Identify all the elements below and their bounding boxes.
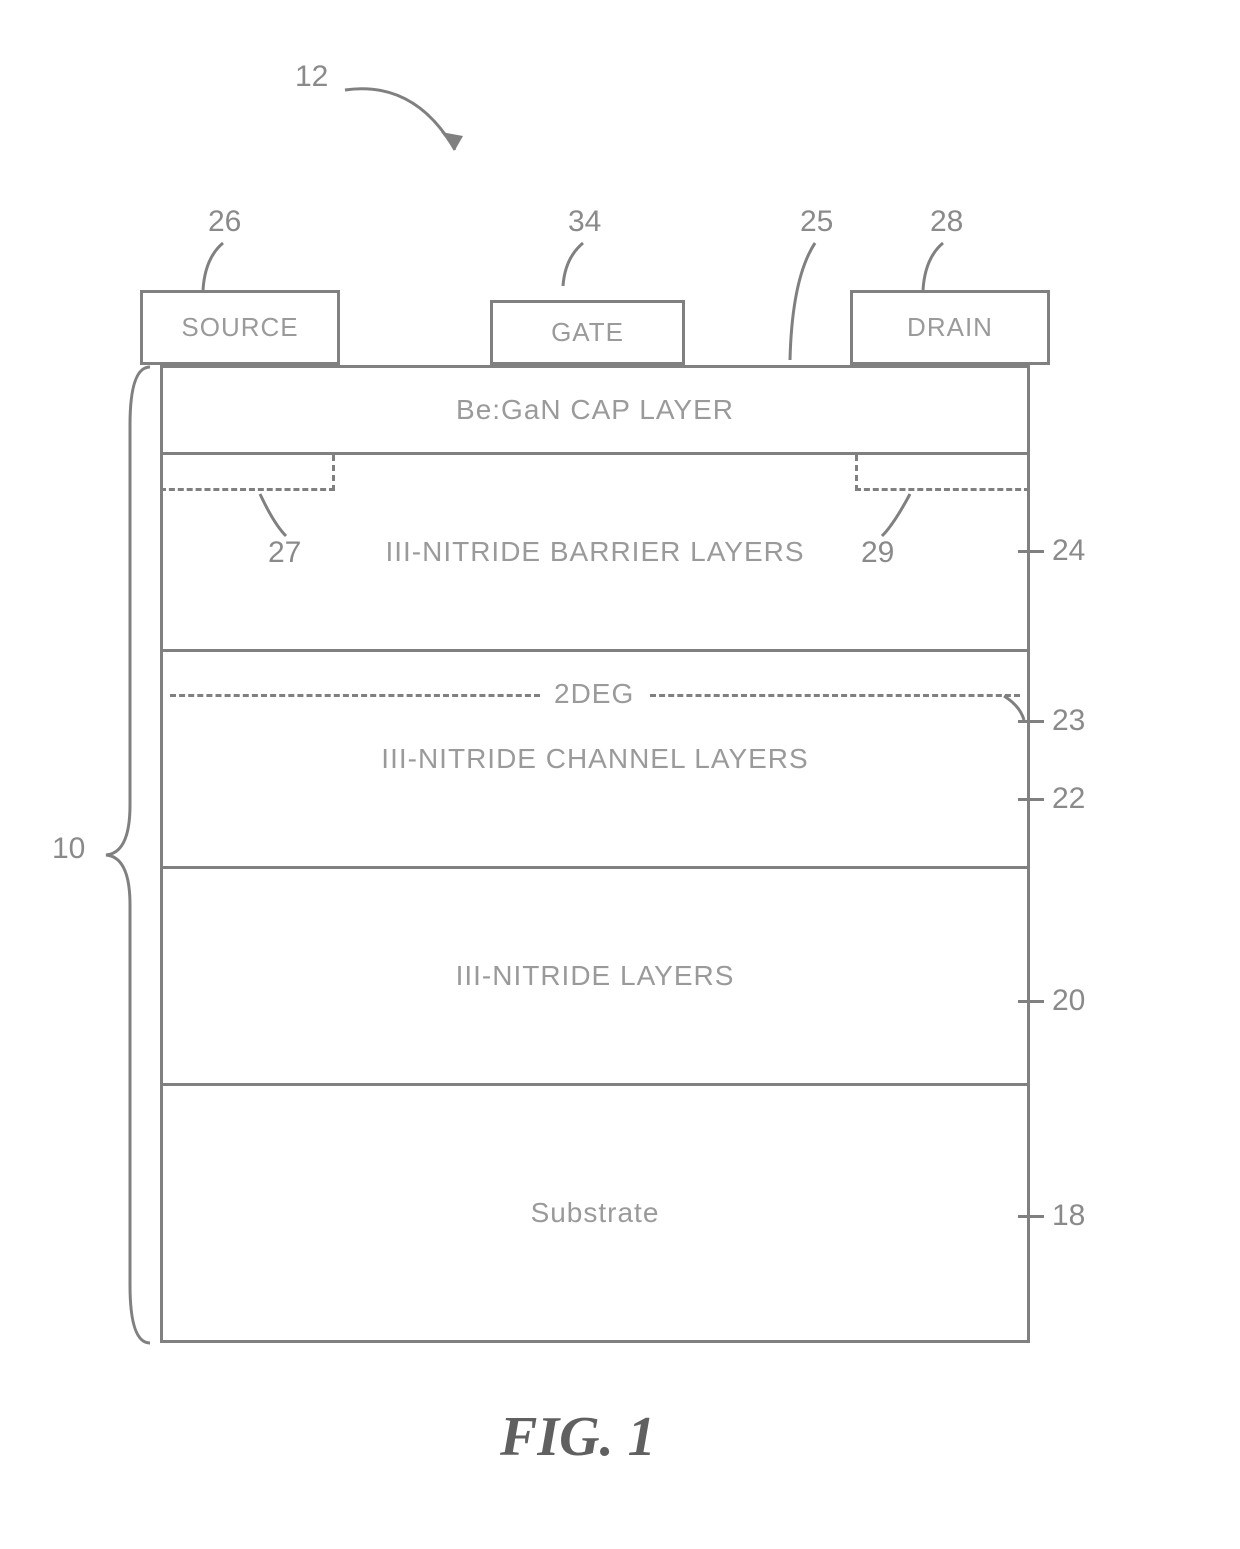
source-well bbox=[160, 455, 335, 491]
leader-34 bbox=[555, 238, 605, 293]
tick-22 bbox=[1018, 798, 1044, 801]
source-label: SOURCE bbox=[181, 312, 298, 343]
tick-18 bbox=[1018, 1215, 1044, 1218]
ref-12: 12 bbox=[295, 60, 328, 94]
gate-label: GATE bbox=[551, 317, 624, 348]
cap-layer: Be:GaN CAP LAYER bbox=[160, 365, 1030, 455]
ref-34: 34 bbox=[568, 205, 601, 239]
tick-20 bbox=[1018, 1000, 1044, 1003]
cap-label: Be:GaN CAP LAYER bbox=[456, 394, 734, 426]
ref-25: 25 bbox=[800, 205, 833, 239]
figure-label: FIG. 1 bbox=[500, 1405, 656, 1469]
channel-label: III-NITRIDE CHANNEL LAYERS bbox=[381, 743, 808, 775]
substrate-label: Substrate bbox=[531, 1197, 660, 1229]
drain-label: DRAIN bbox=[907, 312, 993, 343]
deg-line-left bbox=[170, 694, 540, 697]
diagram-canvas: 12 26 34 25 28 SOURCE GATE DRAIN Be:GaN … bbox=[0, 0, 1240, 1549]
substrate-layer: Substrate bbox=[160, 1083, 1030, 1343]
ref-22: 22 bbox=[1052, 782, 1085, 816]
leader-29 bbox=[872, 490, 922, 542]
ref-20: 20 bbox=[1052, 984, 1085, 1018]
deg-line-right bbox=[650, 694, 1020, 697]
ref-23: 23 bbox=[1052, 704, 1085, 738]
ref-24: 24 bbox=[1052, 534, 1085, 568]
leader-27 bbox=[252, 490, 302, 542]
ref-28: 28 bbox=[930, 205, 963, 239]
deg-label: 2DEG bbox=[548, 678, 640, 710]
ref-10: 10 bbox=[52, 832, 85, 866]
buffer-layer: III-NITRIDE LAYERS bbox=[160, 866, 1030, 1086]
leader-25 bbox=[780, 238, 840, 368]
source-contact: SOURCE bbox=[140, 290, 340, 365]
buffer-label: III-NITRIDE LAYERS bbox=[456, 960, 735, 992]
tick-24 bbox=[1018, 550, 1044, 553]
ref-18: 18 bbox=[1052, 1199, 1085, 1233]
drain-contact: DRAIN bbox=[850, 290, 1050, 365]
leader-23-curve bbox=[1000, 694, 1030, 726]
leader-28 bbox=[915, 238, 965, 298]
gate-contact: GATE bbox=[490, 300, 685, 365]
drain-well bbox=[855, 455, 1030, 491]
leader-26 bbox=[195, 238, 245, 298]
cap-top-edge bbox=[337, 365, 853, 368]
brace-10 bbox=[100, 365, 155, 1345]
barrier-label: III-NITRIDE BARRIER LAYERS bbox=[385, 536, 804, 568]
arrow-12 bbox=[335, 70, 485, 190]
ref-26: 26 bbox=[208, 205, 241, 239]
